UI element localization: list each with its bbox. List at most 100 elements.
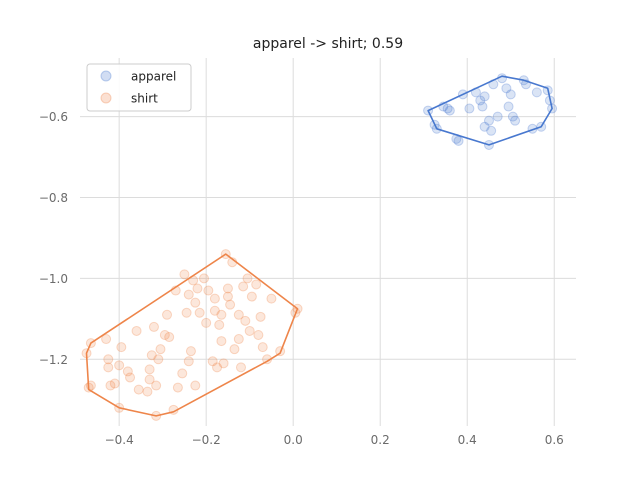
shirt-point [155,344,166,355]
shirt-point [218,358,229,369]
apparel-point [483,115,494,126]
scatter-points [81,73,558,421]
shirt-point [105,380,116,391]
shirt-point [190,380,201,391]
x-tick-label: 0.4 [458,433,477,447]
apparel-point [492,111,503,122]
shirt-point [199,273,209,284]
shirt-point [188,275,199,286]
apparel-point [483,139,494,150]
apparel-point [505,89,516,100]
x-tick-label: −0.2 [192,433,221,447]
apparel-point [464,103,475,114]
shirt-point [170,285,181,296]
shirt-point [151,410,162,421]
legend-marker-shirt [100,92,112,104]
apparel-point [477,101,488,112]
shirt-point [125,372,136,383]
y-tick-label: −1.2 [39,353,68,367]
apparel-point [531,87,542,98]
shirt-point [222,291,233,302]
apparel-point [547,103,558,114]
shirt-point [190,297,201,308]
legend-label-apparel: apparel [131,70,176,84]
shirt-point [251,279,262,290]
x-tick-label: 0.0 [284,433,303,447]
shirt-point [262,354,273,365]
shirt-point [181,307,192,318]
shirt-point [159,330,170,341]
shirt-point [103,354,114,365]
apparel-point [507,111,518,122]
apparel-point [488,79,499,90]
shirt-point [212,362,223,373]
apparel-point [451,133,462,144]
shirt-point [177,368,188,379]
apparel-point [510,115,521,126]
shirt-point [233,334,244,345]
shirt-point [207,356,218,367]
apparel-point [497,73,508,84]
shirt-point [183,289,194,300]
y-tick-label: −0.8 [39,191,68,205]
legend-label-shirt: shirt [131,92,158,106]
apparel-point [444,105,455,116]
apparel-point [431,123,442,134]
chart-title: apparel -> shirt; 0.59 [253,36,403,52]
shirt-point [229,344,240,355]
apparel-point [457,89,468,100]
shirt-point [225,299,236,310]
shirt-point [216,309,227,320]
shirt-point [81,348,92,359]
apparel-point [486,125,497,136]
shirt-point [194,307,205,318]
shirt-point [192,283,203,294]
y-tick-label: −0.6 [39,110,68,124]
apparel-point [542,85,553,96]
shirt-point [116,342,127,353]
apparel-point [475,95,486,106]
shirt-point [142,386,153,397]
shirt-point [235,362,246,373]
shirt-point [114,402,125,413]
apparel-point [527,123,538,134]
apparel-hull [427,75,553,146]
x-tick-label: −0.4 [105,433,134,447]
shirt-point [85,380,96,391]
hull-outlines [85,75,553,417]
shirt-point [133,384,144,395]
shirt-point [266,293,277,304]
shirt-point [201,317,212,328]
shirt-point [148,321,159,332]
shirt-hull [85,253,299,417]
shirt-point [255,311,266,322]
apparel-point [544,95,555,106]
y-tick-label: −1.0 [39,272,68,286]
shirt-point [101,334,112,345]
apparel-point [442,103,453,114]
shirt-point [179,269,190,280]
x-tick-label: 0.6 [545,433,564,447]
apparel-point [501,83,512,94]
apparel-point [423,105,434,116]
shirt-point [209,305,220,316]
shirt-point [114,360,125,371]
shirt-point [246,291,257,302]
shirt-point [103,362,114,373]
shirt-point [216,336,227,347]
shirt-point [153,354,164,365]
shirt-point [257,342,268,353]
shirt-point [227,257,238,268]
shirt-point [85,338,96,349]
shirt-point [244,325,255,336]
apparel-point [453,135,464,146]
shirt-point [220,249,231,260]
shirt-point [292,303,303,314]
legend-box [86,63,192,112]
legend-marker-apparel [100,70,112,82]
shirt-point [185,346,196,357]
shirt-point [214,319,225,330]
shirt-point [222,283,233,294]
x-tick-label: 0.2 [371,433,390,447]
